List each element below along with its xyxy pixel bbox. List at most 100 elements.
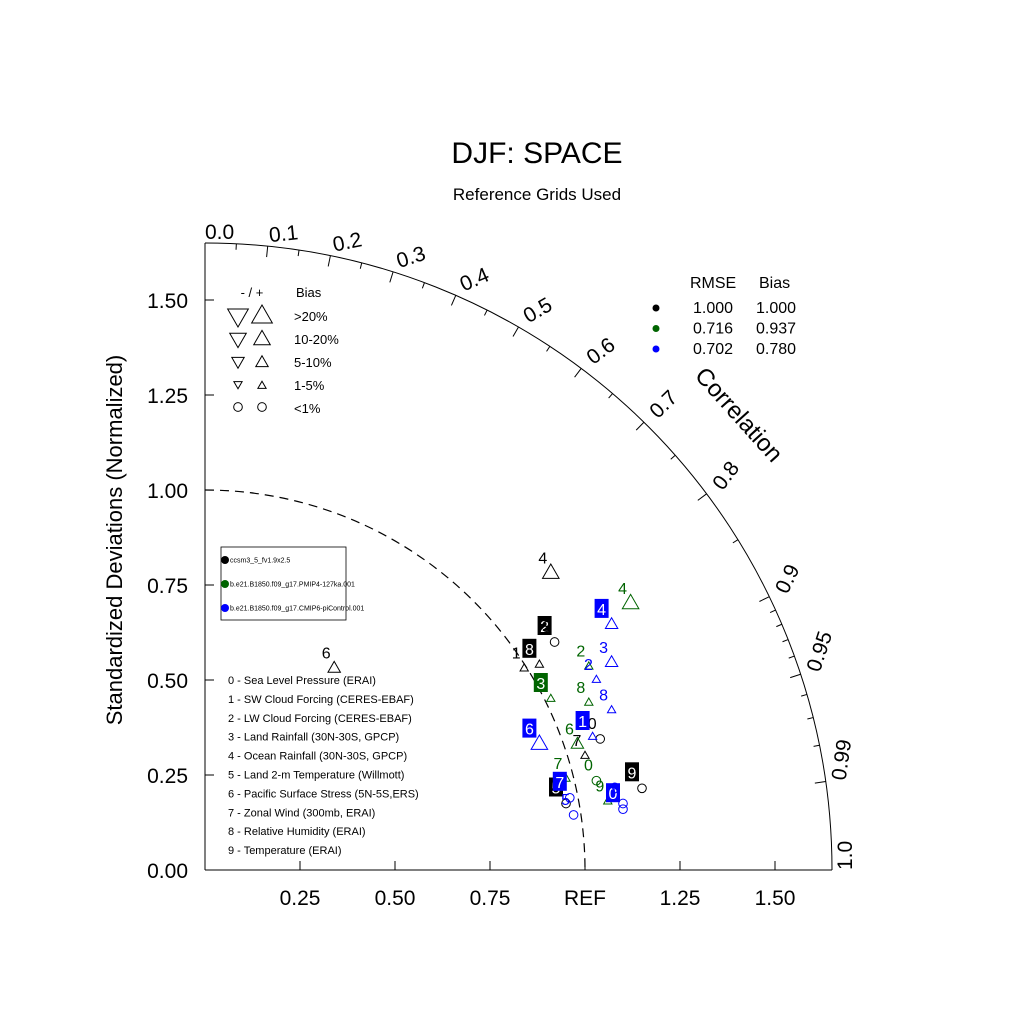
variable-legend-item: 4 - Ocean Rainfall (30N-30S, GPCP) [228,751,407,763]
corr-tick-label: 0.7 [645,386,682,423]
data-point-label-box [537,616,552,635]
corr-tick [814,781,826,784]
y-tick-label: 0.00 [147,860,188,883]
variable-legend-item: 8 - Relative Humidity (ERAI) [228,826,366,838]
data-point-label: 3 [536,676,545,693]
corr-tick [450,295,457,306]
data-point-label: 6 [525,722,534,739]
bias-legend-triangle-up [256,380,268,389]
data-point-label: 4 [597,602,606,619]
corr-tick-label: 0.8 [708,457,744,494]
data-point-label: 8 [599,687,608,704]
bias-legend-sign-header: - / + [241,285,264,300]
data-point-marker [568,810,579,820]
corr-minor-tick [776,623,783,628]
bias-legend-triangle-down [230,356,246,370]
bias-legend-triangle-up [254,354,270,368]
corr-minor-tick [732,539,739,544]
corr-tick-label: 0.3 [394,242,429,273]
model-legend-box [220,546,347,621]
corr-tick-label: 0.5 [520,293,557,328]
bias-legend-label: 1-5% [294,378,325,393]
data-point-marker [545,693,556,702]
data-point-label: 0 [609,786,618,803]
model-legend-dot [221,604,229,612]
corr-minor-tick [484,309,488,316]
summary-bias-value: 1.000 [756,300,796,317]
data-point-marker [606,704,617,714]
data-point-label-box [522,638,537,658]
data-point-marker [564,792,575,803]
corr-tick [697,493,707,501]
data-point-label: 0 [588,716,597,733]
x-tick-label: 0.50 [375,887,416,910]
data-point-marker [595,734,606,744]
corr-minor-tick [807,717,814,720]
data-point-label-box [533,673,548,692]
corr-minor-tick [546,346,551,352]
corr-minor-tick [297,250,300,257]
bias-legend-circle [233,402,243,412]
model-legend-dot [221,580,229,588]
corr-tick [759,596,770,602]
data-point-label: 7 [554,756,563,773]
summary-header-bias: Bias [759,275,790,292]
summary-color-dot [652,345,660,353]
data-point-label: 2 [584,657,593,674]
data-point-marker [549,637,560,647]
corr-tick-label: 0.4 [457,263,493,296]
variable-legend: 0 - Sea Level Pressure (ERAI) 1 - SW Clou… [228,675,419,857]
corr-tick-label: 0.99 [828,738,857,782]
variable-legend-item: 9 - Temperature (ERAI) [228,845,342,857]
data-point-label: 7 [555,775,564,792]
bias-legend-label: 5-10% [294,355,332,370]
corr-minor-tick [788,655,795,659]
data-point-marker [591,674,602,683]
corr-tick-label: 0.95 [803,629,838,675]
corr-tick-label: 0.9 [771,561,804,597]
data-point-marker [618,804,628,815]
corr-minor-tick [782,639,789,643]
variable-legend-item: 3 - Land Rainfall (30N-30S, GPCP) [228,732,399,744]
summary-rmse-value: 0.716 [693,321,733,338]
summary-header-rmse: RMSE [690,275,736,292]
data-point-label-box [606,783,620,803]
y-axis-label: Standardized Deviations (Normalized) [102,355,127,726]
chart-subtitle: Reference Grids Used [453,185,621,204]
y-tick-label: 0.75 [147,575,188,598]
data-point-marker [530,733,549,750]
corr-minor-tick [813,744,820,747]
data-point-label: 4 [618,581,627,598]
data-point-marker [587,731,598,740]
bias-legend-circle [257,402,267,412]
model-legend-label: ccsm3_5_fv1.9x2.5 [230,558,290,565]
variable-legend-item: 1 - SW Cloud Forcing (CERES-EBAF) [228,694,414,706]
model-legend-label: b.e21.B1850.f09_g17.PMIP4-127ka.001 [230,582,355,589]
corr-tick [327,255,331,267]
corr-minor-tick [670,454,676,460]
bias-legend-label: >20% [294,309,328,324]
data-point-marker [579,750,591,759]
variable-legend-item: 0 - Sea Level Pressure (ERAI) [228,675,376,687]
data-point-label: 0 [584,758,593,775]
data-point-label-box [625,762,639,782]
variable-legend-item: 2 - LW Cloud Forcing (CERES-EBAF) [228,713,412,725]
model-legend-dot [221,556,229,564]
data-point-marker [621,593,640,610]
summary-rmse-value: 0.702 [693,341,733,358]
corr-tick-label: 0.2 [331,228,364,256]
corr-tick [574,368,582,378]
data-point-label-box [522,718,537,738]
data-point-label: 2 [576,644,585,661]
corr-minor-tick [359,262,363,269]
bias-legend-label: 10-20% [294,332,339,347]
variable-legend-item: 6 - Pacific Surface Stress (5N-5S,ERS) [228,788,419,800]
data-point-label: 9 [628,765,637,782]
data-point-marker [591,775,602,786]
data-point-label: 1 [578,714,587,731]
corr-tick-label: 0.1 [268,221,299,247]
summary-rmse-value: 1.000 [693,300,733,317]
data-point-label: 8 [525,642,534,659]
y-tick-label: 0.25 [147,765,188,788]
